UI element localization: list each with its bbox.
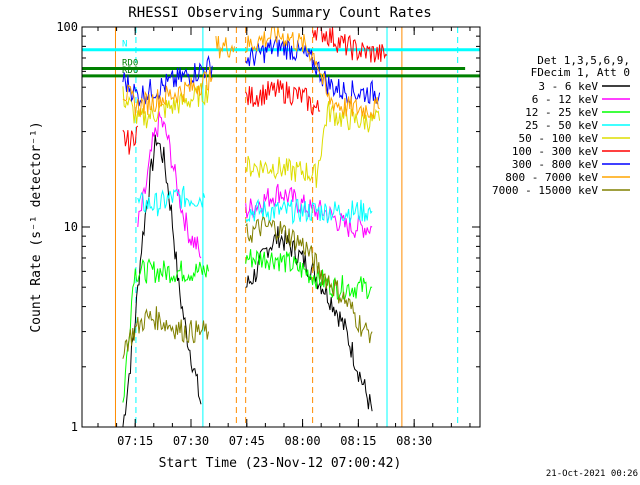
y-tick-label: 10 <box>64 220 78 234</box>
y-tick-label: 100 <box>56 20 78 34</box>
series-line-7-segment-2 <box>245 26 380 120</box>
x-tick-label: 08:15 <box>340 434 376 448</box>
series-line-3-segment-1 <box>245 198 373 225</box>
series-line-5-segment-1 <box>245 79 321 116</box>
vertical-markers <box>114 27 459 427</box>
legend-header-line-0: Det 1,3,5,6,9, <box>537 54 630 67</box>
series-line-4-segment-0 <box>122 82 209 129</box>
x-tick-label: 08:00 <box>285 434 321 448</box>
legend-label: 3 - 6 keV <box>538 80 598 93</box>
series-line-5-segment-0 <box>122 125 139 155</box>
series-lines <box>122 26 388 428</box>
series-line-2-segment-1 <box>245 249 373 300</box>
legend-label: 50 - 100 keV <box>519 132 599 145</box>
series-line-2-segment-0 <box>122 257 209 403</box>
series-line-8-segment-0 <box>122 306 209 359</box>
legend-label: 300 - 800 keV <box>512 158 598 171</box>
x-axis-label: Start Time (23-Nov-12 07:00:42) <box>159 456 402 471</box>
legend-label: 25 - 50 keV <box>525 119 598 132</box>
series-line-1-segment-0 <box>137 110 202 259</box>
y-tick-label: 1 <box>71 420 78 434</box>
series-line-7-segment-1 <box>215 35 235 59</box>
x-tick-label: 07:45 <box>229 434 265 448</box>
x-tick-label: 08:30 <box>396 434 432 448</box>
series-line-6-segment-0 <box>122 54 213 107</box>
legend: Det 1,3,5,6,9,FDecim 1, Att 03 - 6 keV6 … <box>492 54 630 197</box>
legend-header-line-1: FDecim 1, Att 0 <box>531 66 630 79</box>
legend-label: 7000 - 15000 keV <box>492 184 598 197</box>
x-tick-label: 07:30 <box>173 434 209 448</box>
plot-timestamp: 21-Oct-2021 00:26 <box>546 469 638 479</box>
y-axis-label: Count Rate (s⁻¹ detector⁻¹) <box>29 121 44 332</box>
chart-title: RHESSI Observing Summary Count Rates <box>128 5 431 21</box>
legend-label: 6 - 12 keV <box>532 93 599 106</box>
series-line-8-segment-1 <box>245 216 373 344</box>
status-bar-label-rd0: RD0 <box>122 59 138 69</box>
series-line-7-segment-0 <box>122 66 213 118</box>
series-line-5-segment-2 <box>312 26 388 63</box>
series-line-1-segment-1 <box>245 183 373 238</box>
legend-label: 12 - 25 keV <box>525 106 598 119</box>
series-line-6-segment-1 <box>245 36 381 105</box>
legend-label: 100 - 300 keV <box>512 145 598 158</box>
series-line-3-segment-0 <box>137 185 206 217</box>
x-tick-label: 07:15 <box>117 434 153 448</box>
series-line-0-segment-0 <box>122 134 202 428</box>
legend-label: 800 - 7000 keV <box>505 171 598 184</box>
status-bar-label-rd6: RD6 <box>122 66 138 76</box>
axes: 1 10 100 07:15 07:30 07:45 08:00 08:15 08:30 <box>56 20 480 448</box>
series-line-0-segment-1 <box>245 226 373 412</box>
series-line-4-segment-1 <box>245 101 381 188</box>
status-bar-label-n: N <box>122 40 127 50</box>
